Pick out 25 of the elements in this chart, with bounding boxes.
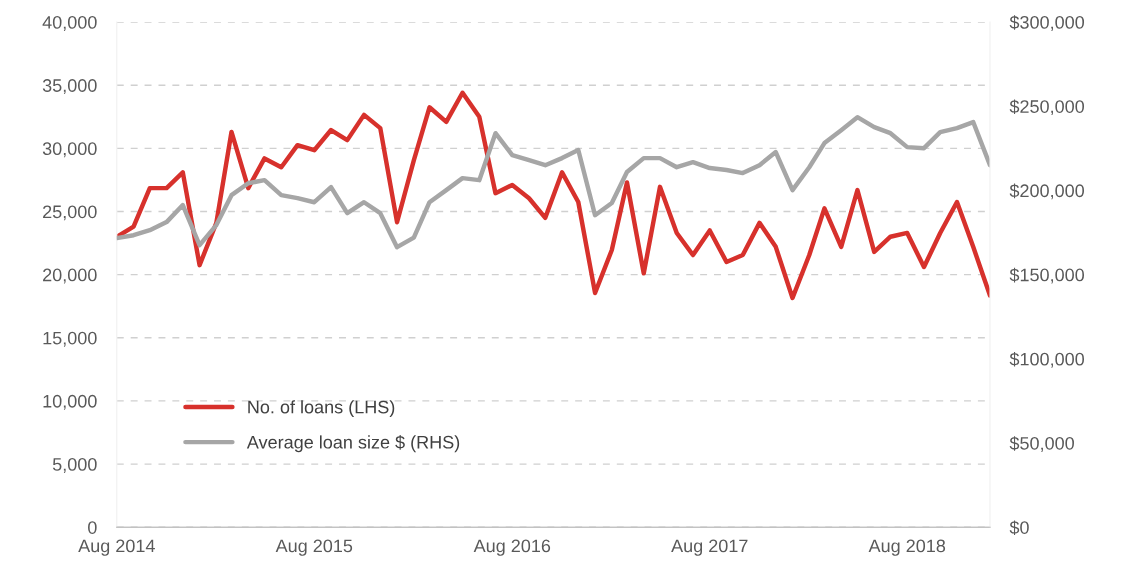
y2-tick-label: $200,000 [1009, 183, 1085, 200]
x-tick-label: Aug 2015 [275, 539, 353, 556]
y-tick-label: 15,000 [43, 331, 97, 347]
y-tick-label: 5,000 [52, 458, 97, 473]
y2-tick-label: $100,000 [1009, 352, 1085, 368]
line-series [116, 90, 990, 301]
x-tick-label: Aug 2018 [868, 539, 946, 556]
y-tick-label: 0 [88, 521, 97, 534]
y2-tick-label: $250,000 [1009, 99, 1085, 116]
y-tick-label: 10,000 [43, 394, 97, 410]
line-series [116, 114, 990, 250]
y-tick-label: 25,000 [43, 205, 97, 221]
legend-label: No. of loans (LHS) [248, 400, 395, 418]
y-tick-label: 35,000 [42, 79, 97, 95]
y2-tick-label: $150,000 [1009, 267, 1085, 284]
y2-tick-label: $50,000 [1009, 436, 1074, 452]
legend-label: Average loan size $ (RHS) [246, 435, 460, 453]
y-tick-label: 30,000 [42, 142, 97, 158]
x-tick-label: Aug 2014 [78, 539, 155, 556]
y-tick-label: 20,000 [43, 268, 97, 284]
x-tick-label: Aug 2017 [671, 539, 748, 556]
y2-tick-label: $300,000 [1009, 15, 1085, 31]
x-tick-label: Aug 2016 [473, 539, 551, 556]
y2-tick-label: $0 [1009, 520, 1029, 536]
y-tick-label: 40,000 [42, 15, 97, 31]
